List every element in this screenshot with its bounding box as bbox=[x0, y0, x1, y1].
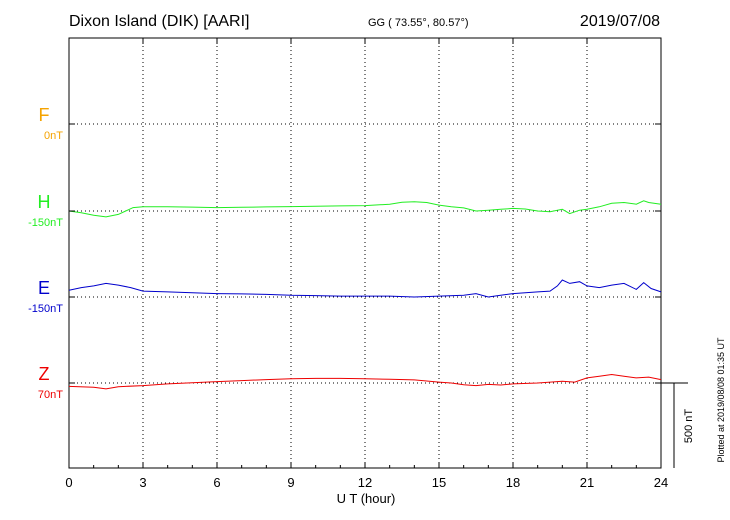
x-tick-label: 21 bbox=[580, 475, 594, 490]
coordinates-label: GG ( 73.55°, 80.57°) bbox=[368, 17, 469, 29]
x-tick-label: 9 bbox=[287, 475, 294, 490]
x-tick-label: 0 bbox=[65, 475, 72, 490]
series-baseline-F: 0nT bbox=[44, 130, 63, 142]
series-name-Z: Z bbox=[39, 364, 50, 384]
scale-bar: 500 nT bbox=[660, 382, 695, 468]
x-tick-label: 24 bbox=[654, 475, 668, 490]
series-line-E bbox=[68, 279, 662, 298]
series-baseline-E: -150nT bbox=[28, 303, 63, 315]
series-name-H: H bbox=[38, 192, 51, 212]
series-baseline-H: -150nT bbox=[28, 217, 63, 229]
x-tick-label: 15 bbox=[432, 475, 446, 490]
series-lines bbox=[68, 200, 662, 390]
x-tick-label: 12 bbox=[358, 475, 372, 490]
grid-lines bbox=[142, 38, 588, 468]
x-tick-label: 6 bbox=[213, 475, 220, 490]
series-line-H bbox=[68, 200, 662, 218]
series-name-F: F bbox=[39, 105, 50, 125]
x-axis-label: U T (hour) bbox=[337, 491, 396, 506]
series-baseline-Z: 70nT bbox=[38, 389, 63, 401]
series-line-Z bbox=[68, 373, 662, 390]
x-tick-label: 3 bbox=[139, 475, 146, 490]
date-label: 2019/07/08 bbox=[580, 13, 660, 30]
x-tick-label: 18 bbox=[506, 475, 520, 490]
baseline-lines bbox=[69, 123, 661, 384]
series-labels: F 0nT H -150nT E -150nT Z 70nT bbox=[28, 105, 63, 401]
plotted-timestamp: Plotted at 2019/08/08 01:35 UT bbox=[716, 337, 726, 463]
series-name-E: E bbox=[38, 278, 50, 298]
station-title: Dixon Island (DIK) [AARI] bbox=[69, 13, 250, 30]
x-axis-ticks: 0 3 6 9 12 15 18 21 24 bbox=[65, 38, 668, 490]
scale-bar-label: 500 nT bbox=[683, 409, 695, 444]
